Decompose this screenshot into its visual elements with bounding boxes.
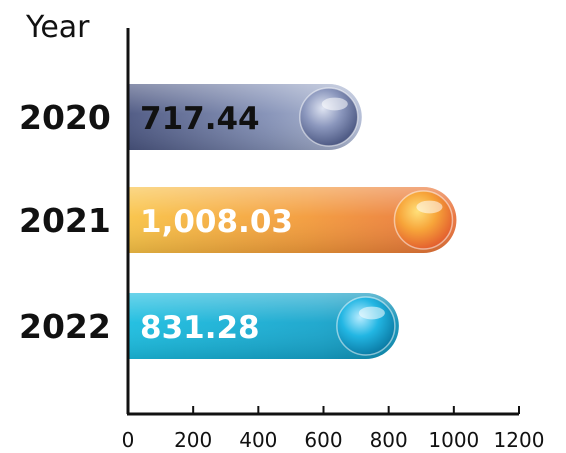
- bar-end-sphere: [299, 87, 359, 147]
- x-tick-label: 800: [370, 428, 408, 452]
- bar-value-label: 831.28: [140, 310, 260, 346]
- category-label: 2022: [19, 307, 111, 346]
- sphere-highlight: [321, 97, 348, 111]
- bar-value-label: 717.44: [140, 101, 260, 137]
- y-axis-title: Year: [25, 10, 90, 45]
- sphere-highlight: [416, 200, 443, 214]
- x-tick-label: 1200: [494, 428, 545, 452]
- category-label: 2021: [19, 201, 111, 240]
- bar-2020: [128, 84, 362, 150]
- bar-shine: [128, 293, 399, 359]
- bar-shine: [128, 84, 362, 150]
- bar-2021: [128, 187, 457, 253]
- bar-value-label: 1,008.03: [140, 204, 293, 240]
- bar-end-sphere: [393, 190, 454, 250]
- x-tick-label: 0: [122, 428, 135, 452]
- x-tick-label: 1000: [428, 428, 479, 452]
- x-tick-label: 600: [304, 428, 342, 452]
- bar-end-sphere: [336, 296, 396, 356]
- category-label: 2020: [19, 98, 111, 137]
- bar-shine: [128, 187, 457, 253]
- x-tick-label: 400: [239, 428, 277, 452]
- bar-2022: [128, 293, 399, 359]
- sphere-highlight: [358, 306, 385, 320]
- x-tick-label: 200: [174, 428, 212, 452]
